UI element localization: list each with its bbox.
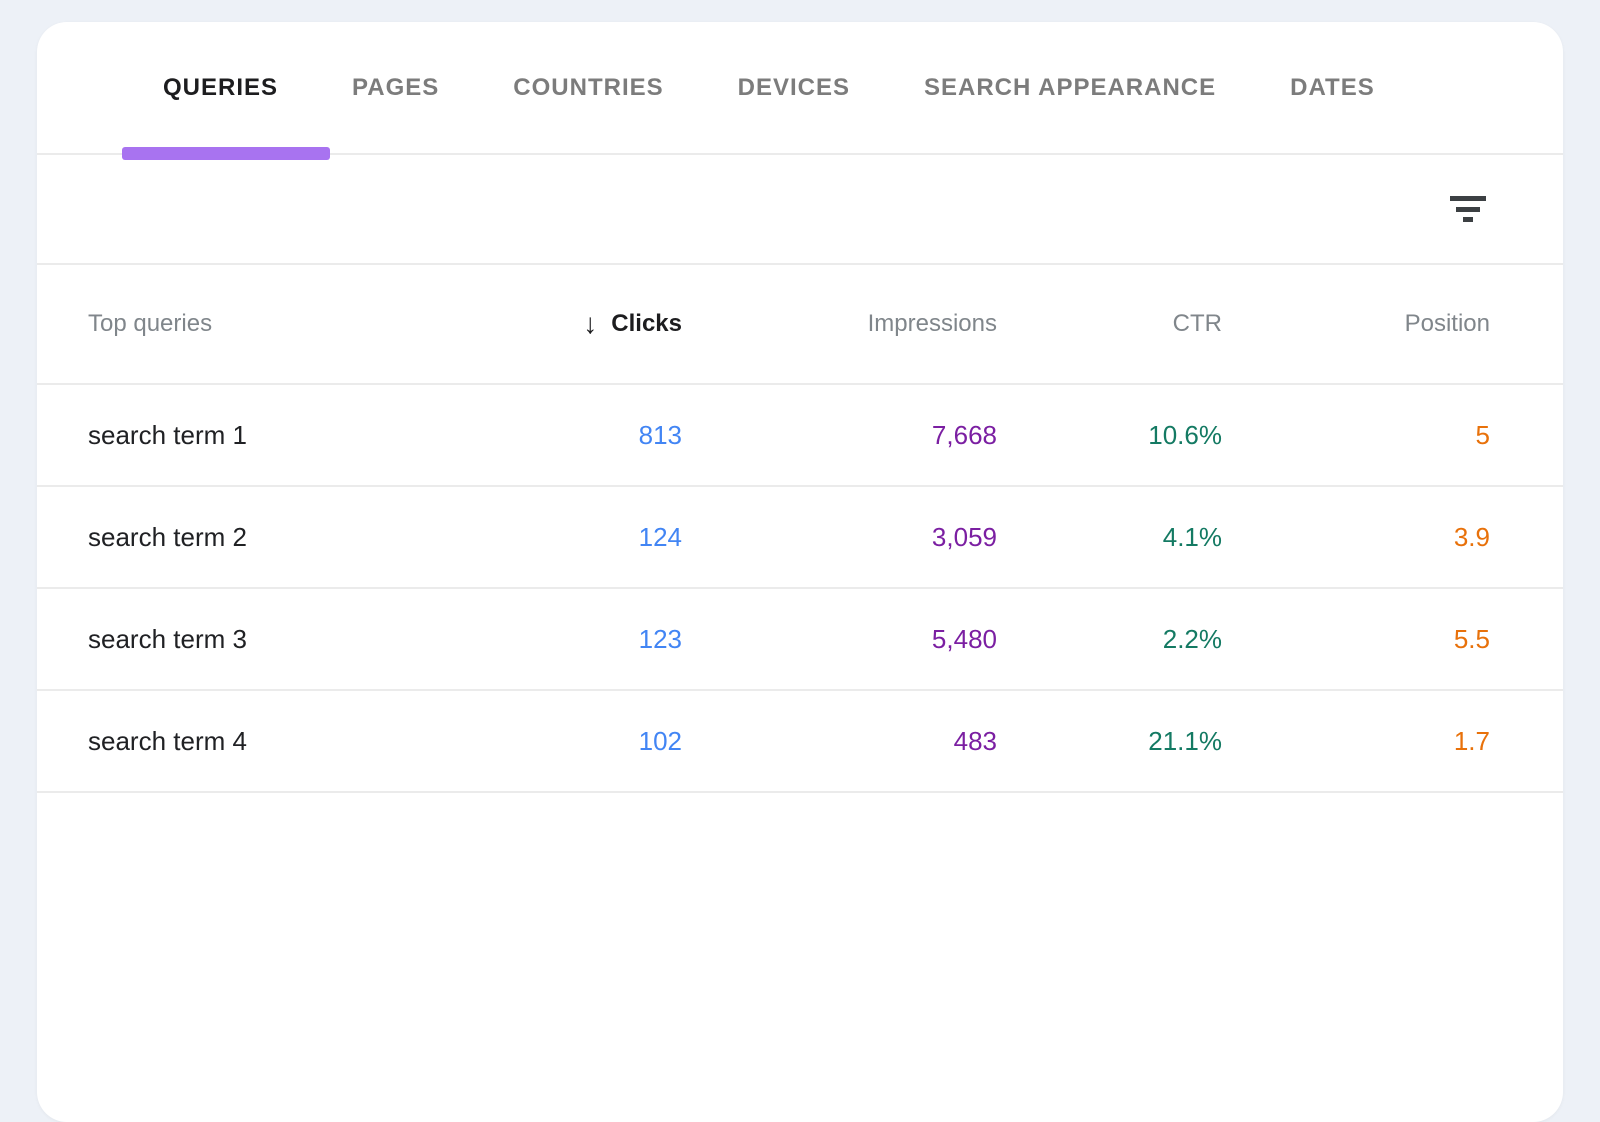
report-tabbar: QUERIES PAGES COUNTRIES DEVICES SEARCH A… <box>37 22 1563 160</box>
ctr-cell: 4.1% <box>1162 521 1222 552</box>
column-header-clicks[interactable]: ↓ Clicks <box>422 308 682 340</box>
impressions-cell: 483 <box>953 725 997 756</box>
ctr-cell: 10.6% <box>1148 419 1222 450</box>
tab-pages[interactable]: PAGES <box>352 73 440 101</box>
ctr-cell: 2.2% <box>1162 623 1222 654</box>
column-header-top-queries[interactable]: Top queries <box>88 310 213 337</box>
tab-devices[interactable]: DEVICES <box>737 73 850 101</box>
query-cell: search term 1 <box>88 419 247 450</box>
column-header-position[interactable]: Position <box>1404 310 1490 337</box>
clicks-cell: 813 <box>638 419 682 450</box>
table-toolbar <box>37 155 1563 265</box>
clicks-cell: 124 <box>638 521 682 552</box>
column-header-clicks-label: Clicks <box>611 310 682 337</box>
table-header-row: Top queries ↓ Clicks Impressions CTR Pos… <box>37 265 1563 385</box>
table-row[interactable]: search term 1 813 7,668 10.6% 5 <box>37 385 1563 487</box>
clicks-cell: 123 <box>638 623 682 654</box>
position-cell: 1.7 <box>1453 725 1490 756</box>
ctr-cell: 21.1% <box>1148 725 1222 756</box>
table-row[interactable]: search term 3 123 5,480 2.2% 5.5 <box>37 589 1563 691</box>
impressions-cell: 5,480 <box>931 623 997 654</box>
position-cell: 5 <box>1475 419 1490 450</box>
position-cell: 5.5 <box>1453 623 1490 654</box>
column-header-ctr[interactable]: CTR <box>1172 310 1222 337</box>
query-cell: search term 3 <box>88 623 247 654</box>
clicks-cell: 102 <box>638 725 682 756</box>
sort-desc-arrow-icon: ↓ <box>583 308 598 339</box>
tab-countries[interactable]: COUNTRIES <box>513 73 664 101</box>
column-header-impressions[interactable]: Impressions <box>867 310 997 337</box>
tab-queries[interactable]: QUERIES <box>163 73 279 101</box>
filter-list-icon <box>1449 195 1487 226</box>
query-cell: search term 2 <box>88 521 247 552</box>
query-cell: search term 4 <box>88 725 247 756</box>
table-row[interactable]: search term 2 124 3,059 4.1% 3.9 <box>37 487 1563 589</box>
impressions-cell: 7,668 <box>931 419 997 450</box>
active-tab-indicator <box>122 147 330 160</box>
report-card: QUERIES PAGES COUNTRIES DEVICES SEARCH A… <box>37 22 1563 1122</box>
position-cell: 3.9 <box>1453 521 1490 552</box>
tab-search-appearance[interactable]: SEARCH APPEARANCE <box>924 73 1217 101</box>
filter-button[interactable] <box>1441 188 1495 231</box>
tab-dates[interactable]: DATES <box>1290 73 1375 101</box>
table-row[interactable]: search term 4 102 483 21.1% 1.7 <box>37 691 1563 793</box>
impressions-cell: 3,059 <box>931 521 997 552</box>
